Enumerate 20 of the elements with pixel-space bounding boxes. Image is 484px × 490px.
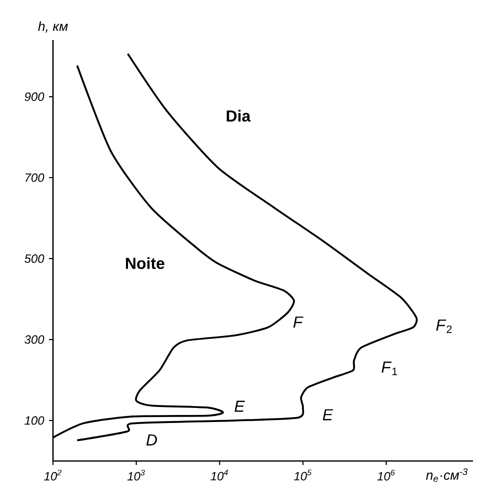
y-tick-label: 500	[24, 254, 44, 263]
y-tick-label: 700	[26, 173, 44, 182]
y-tick-label: 900	[24, 92, 44, 101]
annotation: F$_{1}$	[382, 362, 398, 376]
annotation: F	[293, 316, 304, 328]
annotation: E	[322, 409, 334, 420]
x-tick-label: 10$^{5}$	[294, 470, 312, 480]
x-axis-title: n$_{e}$·см$^{-3}$	[426, 468, 468, 482]
x-tick-label: 10$^{2}$	[44, 470, 62, 481]
y-tick-label: 300	[24, 335, 44, 344]
x-tick-label: 10$^{4}$	[210, 470, 228, 480]
annotation: F$_{2}$	[436, 320, 452, 333]
text: Dia	[226, 110, 251, 122]
series-label: Noite	[126, 257, 164, 269]
y-axis-title: h, км	[38, 21, 68, 33]
annotation: D	[146, 434, 157, 446]
x-tick-label: 10$^{3}$	[127, 470, 145, 481]
x-tick-label: 10$^{6}$	[377, 470, 395, 481]
annotation: E	[234, 400, 245, 412]
y-tick-label: 100	[24, 416, 44, 425]
